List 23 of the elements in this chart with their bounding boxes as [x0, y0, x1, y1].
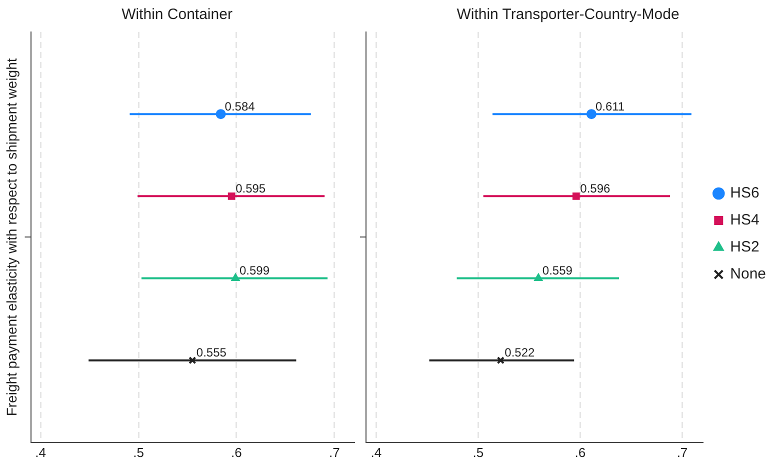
data-label: 0.555 — [196, 346, 227, 360]
data-label: 0.595 — [236, 181, 266, 196]
data-label: 0.559 — [542, 264, 573, 278]
data-label: 0.611 — [595, 99, 625, 114]
data-label: 0.522 — [504, 346, 536, 360]
chart-title: Within Transporter-Country-Mode — [456, 6, 680, 24]
legend-label: HS6 — [730, 184, 760, 202]
x-tick-label: .7 — [328, 444, 340, 460]
data-label: 0.599 — [239, 264, 270, 278]
x-tick-label: .6 — [574, 444, 586, 460]
x-tick-label: .4 — [370, 444, 382, 460]
x-tick-label: .4 — [35, 444, 46, 460]
x-tick-label: .7 — [676, 444, 688, 460]
legend-label: None — [730, 266, 766, 283]
y-axis-title: Freight payment elasticity with respect to shipment weight — [3, 58, 20, 416]
x-tick-label: .6 — [231, 444, 242, 460]
legend-label: HS4 — [730, 212, 760, 229]
chart-title: Within Container — [122, 6, 232, 24]
x-tick-label: .5 — [472, 444, 484, 460]
data-label: 0.584 — [224, 99, 256, 114]
legend-label: HS2 — [730, 238, 760, 256]
data-label: 0.596 — [580, 181, 610, 196]
x-tick-label: .5 — [133, 444, 144, 460]
